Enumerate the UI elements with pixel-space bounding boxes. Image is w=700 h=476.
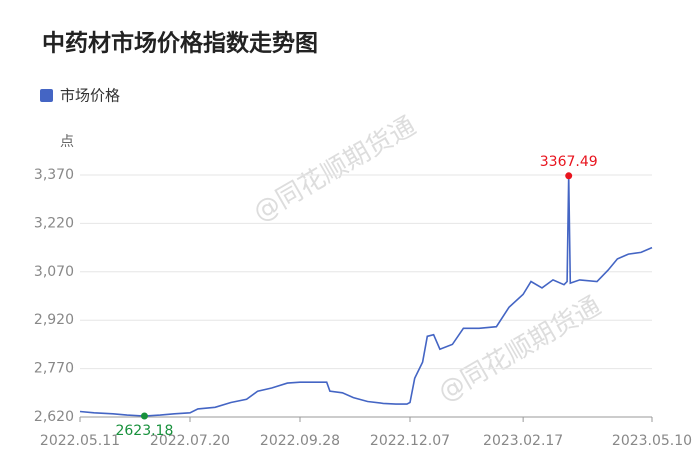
annotation-label: 3367.49 (540, 154, 598, 170)
legend-label: 市场价格 (60, 87, 120, 105)
x-tick-label: 2022.07.20 (150, 433, 230, 449)
annotation-label: 2623.18 (115, 423, 173, 439)
series-line (79, 175, 653, 417)
y-tick-label: 2,620 (34, 409, 74, 425)
x-tick-label: 2022.05.11 (40, 433, 120, 449)
x-tick-label: 2023.02.17 (483, 433, 563, 449)
x-tick-label: 2022.12.07 (370, 433, 450, 449)
chart-title: 中药材市场价格指数走势图 (42, 30, 318, 57)
y-tick-label: 2,920 (34, 312, 74, 328)
y-tick-label: 3,220 (34, 215, 74, 231)
y-tick-label: 3,070 (34, 264, 74, 280)
annotation-dot (565, 172, 573, 180)
x-tick-label: 2023.05.10 (612, 433, 692, 449)
x-tick-label: 2022.09.28 (260, 433, 340, 449)
legend-swatch (40, 89, 53, 102)
y-tick-label: 2,770 (34, 361, 74, 377)
y-unit: 点 (60, 134, 74, 150)
y-tick-label: 3,370 (34, 167, 74, 183)
watermark: @同花顺期货通 (248, 111, 421, 228)
watermark: @同花顺期货通 (433, 291, 606, 408)
annotation-dot (140, 412, 148, 420)
